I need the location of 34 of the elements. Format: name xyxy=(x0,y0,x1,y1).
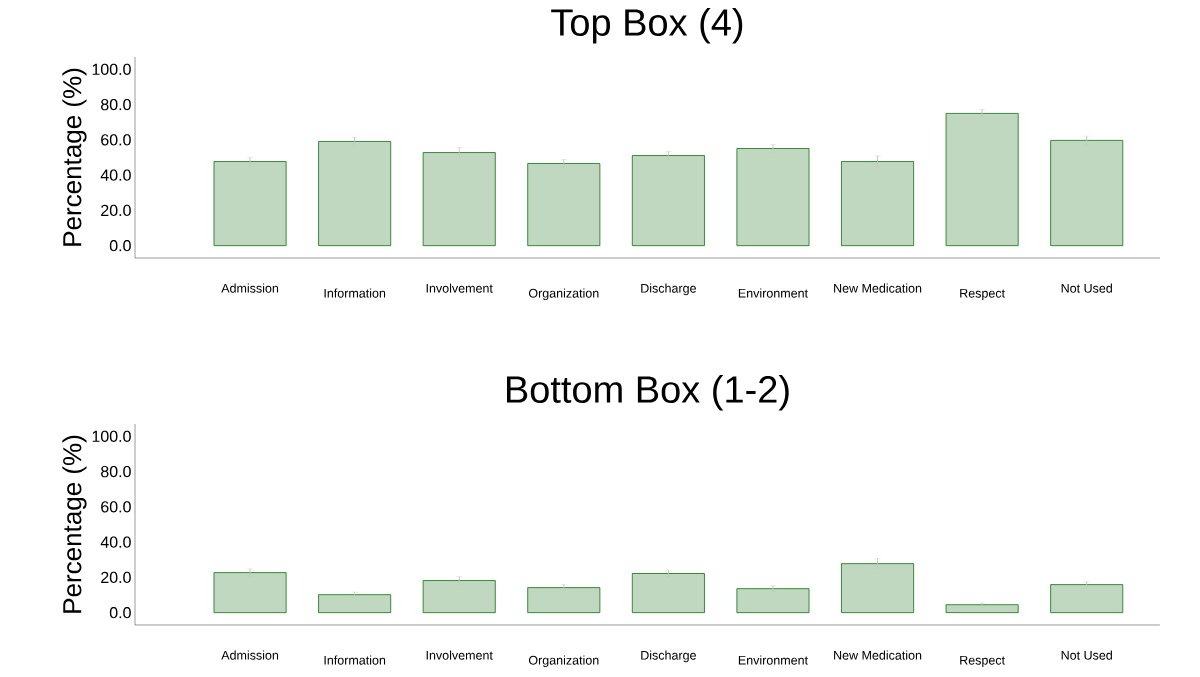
x-tick-label: Information xyxy=(324,288,386,298)
x-tick-label: Involvement xyxy=(426,650,493,660)
y-tick-label: 40.0 xyxy=(100,536,131,548)
y-tick-label: 0.0 xyxy=(109,606,131,619)
y-tick-label: 100.0 xyxy=(92,430,131,442)
x-tick-label: Respect xyxy=(960,288,1005,301)
y-tick-label: 80.0 xyxy=(101,465,131,478)
x-tick-label: Respect xyxy=(960,655,1005,668)
x-tick-label: Information xyxy=(324,655,386,665)
y-tick-label: 60.0 xyxy=(101,134,131,146)
y-tick-label: 100.0 xyxy=(92,63,131,75)
x-tick-label: Discharge xyxy=(641,650,696,663)
x-tick-label: Environment xyxy=(738,288,808,298)
chart-title: Bottom Box (1-2) xyxy=(506,375,789,411)
x-tick-label: New Medication xyxy=(834,650,922,660)
y-tick-label: 0.0 xyxy=(109,239,131,252)
x-tick-label: Not Used xyxy=(1061,650,1112,660)
x-tick-label: Organization xyxy=(528,655,599,668)
x-tick-label: Not Used xyxy=(1061,283,1112,293)
x-tick-label: Discharge xyxy=(641,283,696,296)
x-tick-label: Admission xyxy=(221,650,279,660)
y-tick-label: 20.0 xyxy=(101,204,131,217)
x-tick-label: Admission xyxy=(221,283,279,293)
y-axis-title: Percentage (%) xyxy=(62,68,87,246)
x-tick-label: Organization xyxy=(528,288,599,301)
y-tick-label: 60.0 xyxy=(101,501,131,513)
x-tick-label: Involvement xyxy=(426,283,493,293)
x-tick-label: Environment xyxy=(738,655,808,665)
y-tick-label: 80.0 xyxy=(101,98,131,111)
y-tick-label: 40.0 xyxy=(100,169,131,181)
chart-title: Top Box (4) xyxy=(551,8,743,44)
x-tick-label: New Medication xyxy=(834,283,922,293)
y-tick-label: 20.0 xyxy=(101,571,131,584)
y-axis-title: Percentage (%) xyxy=(62,435,87,613)
